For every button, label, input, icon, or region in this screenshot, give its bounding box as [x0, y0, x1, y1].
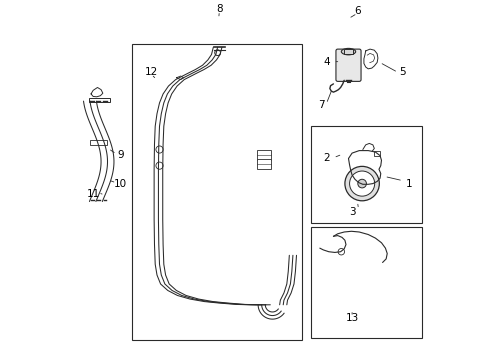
Text: 13: 13 [345, 313, 358, 323]
Text: 8: 8 [216, 4, 222, 14]
Circle shape [156, 162, 163, 169]
Text: 1: 1 [406, 179, 412, 189]
Bar [310, 226, 421, 338]
Circle shape [156, 146, 163, 153]
Circle shape [337, 248, 344, 255]
Text: 11: 11 [87, 189, 101, 199]
FancyBboxPatch shape [257, 159, 271, 169]
FancyBboxPatch shape [344, 49, 352, 54]
Text: 9: 9 [117, 150, 124, 160]
Circle shape [349, 171, 374, 196]
Text: 6: 6 [353, 6, 360, 17]
Text: 5: 5 [398, 67, 405, 77]
Circle shape [344, 166, 379, 201]
Bar [88, 98, 110, 102]
Bar [310, 126, 421, 223]
Text: 10: 10 [114, 179, 127, 189]
Text: 7: 7 [318, 100, 324, 110]
Text: 3: 3 [348, 207, 355, 217]
Text: 2: 2 [323, 153, 329, 163]
FancyBboxPatch shape [257, 150, 271, 160]
Ellipse shape [341, 48, 355, 55]
Bar [89, 140, 106, 145]
Text: 4: 4 [323, 57, 329, 67]
Bar [131, 44, 301, 339]
Circle shape [357, 179, 366, 188]
Text: 12: 12 [144, 67, 158, 77]
Bar [373, 151, 379, 156]
Circle shape [214, 50, 220, 55]
FancyBboxPatch shape [335, 49, 360, 81]
